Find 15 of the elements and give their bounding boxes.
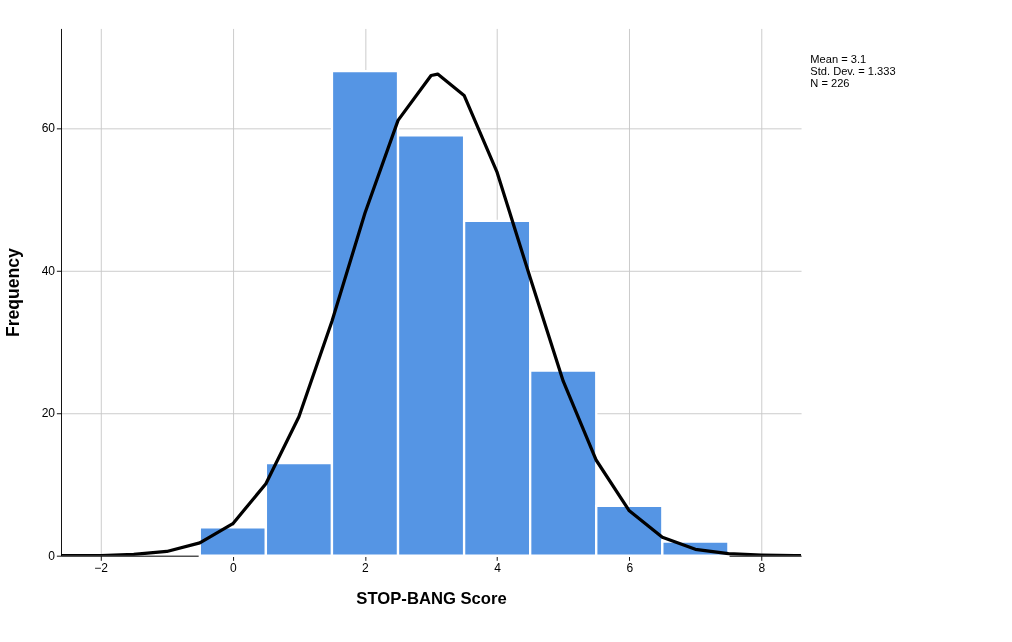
text: N = 226 [810, 76, 850, 89]
y-tick-label: 20 [41, 406, 56, 421]
y-tick-label: 0 [48, 548, 56, 563]
x-tick-label: 4 [494, 560, 502, 575]
y-tick-label: 40 [41, 263, 56, 278]
x-tick-label: −2 [94, 560, 109, 575]
text: Std. Dev. = 1.333 [810, 64, 896, 77]
x-tick-label: 0 [229, 560, 237, 575]
x-axis-title: STOP-BANG Score [356, 589, 507, 609]
y-axis-title: Frequency [3, 247, 24, 337]
text: Mean = 3.1 [810, 52, 867, 65]
x-tick-label: 8 [758, 560, 766, 575]
x-tick-label: 2 [362, 560, 370, 575]
y-tick-label: 60 [41, 121, 56, 136]
x-tick-label: 6 [626, 560, 634, 575]
